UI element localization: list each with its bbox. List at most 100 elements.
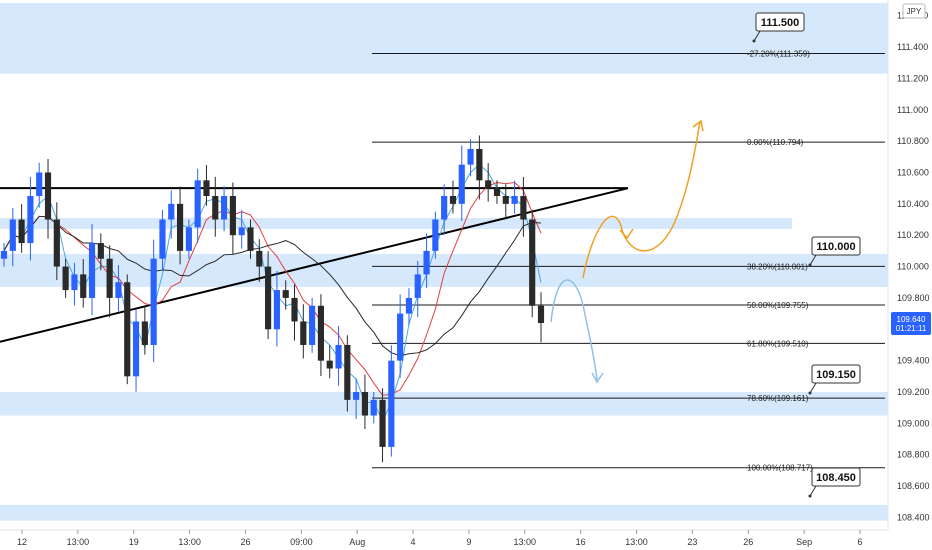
candle [62, 258, 69, 298]
candle-body [9, 219, 16, 251]
candle-body [203, 180, 210, 197]
candle [441, 184, 448, 235]
time-tick-label: 09:00 [290, 537, 313, 547]
candle [185, 219, 192, 259]
price-tick-label: 110.600 [897, 167, 929, 177]
price-tick-label: 110.800 [897, 136, 929, 146]
candle [229, 182, 236, 255]
fib-level-label: 61.80%(109.510) [747, 339, 809, 348]
fib-level-label: 78.60%(109.161) [747, 394, 809, 403]
time-tick-label: Sep [796, 537, 812, 547]
candle-body [529, 219, 536, 306]
candle-body [485, 180, 492, 189]
candle-body [353, 392, 360, 400]
candle-body [335, 344, 342, 369]
callout-label: 110.000 [816, 241, 855, 253]
candle-body [326, 360, 333, 369]
callout-box [811, 236, 861, 256]
candle-body [282, 290, 289, 298]
candle-body [44, 172, 52, 220]
candle-body [370, 399, 377, 416]
support-resistance-zone [0, 3, 888, 74]
candle [265, 251, 272, 340]
candle [423, 233, 430, 288]
time-tick-label: 16 [576, 537, 586, 547]
candle [159, 209, 166, 271]
candle [256, 239, 263, 282]
candle [203, 164, 210, 206]
candle [397, 294, 404, 378]
candle-body [265, 266, 272, 330]
candles[interactable] [0, 135, 545, 463]
callout-label: 111.500 [761, 17, 800, 29]
callout-pointer [809, 254, 817, 266]
time-tick-label: 13:00 [625, 537, 648, 547]
callout-anchor [808, 391, 812, 395]
currency-badge[interactable] [902, 3, 926, 19]
current-price-tag [891, 312, 931, 335]
candle [493, 180, 501, 204]
price-callout: 111.500 [752, 12, 805, 43]
price-tick-label: 110.200 [897, 230, 929, 240]
candle [361, 374, 369, 430]
fib-level-label: 38.20%(110.001) [747, 262, 808, 271]
currency-label: JPY [907, 7, 922, 16]
price-tick-label: 111.400 [897, 42, 928, 52]
callout-pointer [753, 30, 761, 42]
callout-anchor [808, 494, 812, 498]
candle-body [27, 196, 34, 244]
candle [115, 265, 122, 312]
candle [529, 209, 536, 318]
candle-body [300, 321, 307, 345]
candle-body [229, 196, 236, 236]
candle-body [291, 297, 298, 322]
candle [9, 207, 16, 267]
candle-body [0, 250, 8, 259]
candle-body [88, 243, 96, 298]
candle-body [238, 227, 245, 236]
candle [106, 245, 113, 318]
candle-body [53, 219, 60, 267]
price-callouts: 111.500 110.000 109.150 108.450 [752, 12, 861, 498]
current-price: 109.640 [897, 315, 926, 324]
candle-body [361, 392, 369, 416]
candle [44, 159, 52, 239]
candle-body [62, 266, 69, 291]
candle-body [36, 172, 43, 197]
time-axis[interactable]: 12 13:00 19 13:00 26 09:00 Aug 4 9 13:00 16 13:00 23… [17, 530, 863, 547]
time-tick-label: Aug [349, 537, 365, 547]
candle-body [176, 203, 184, 251]
countdown-timer: 01:21:11 [896, 324, 927, 333]
candle [88, 223, 96, 316]
candle-body [132, 321, 140, 377]
candle-body [467, 148, 474, 165]
candle-body [432, 219, 439, 251]
price-tick-label: 111.000 [897, 105, 928, 115]
candle-body [405, 297, 413, 314]
price-tick-label: 109.800 [897, 293, 930, 303]
candle-body [502, 196, 509, 204]
candle [300, 304, 307, 359]
price-callout: 108.450 [808, 467, 861, 498]
callout-pointer [809, 485, 817, 497]
candle-body [520, 196, 527, 220]
candle [212, 176, 219, 237]
bullish-projection-path [582, 121, 701, 279]
bearish-arrow-head [591, 372, 604, 384]
candle-body [124, 282, 131, 377]
candle-body [256, 250, 263, 267]
candle-body [221, 196, 228, 220]
candle [36, 162, 43, 208]
time-tick-label: 13:00 [514, 537, 537, 547]
price-tick-label: 108.800 [897, 450, 930, 460]
candle-body [397, 313, 404, 361]
candle-body [18, 219, 25, 244]
candle [176, 186, 184, 265]
candle-body [388, 360, 395, 447]
fib-level-label: -27.20%(111.359) [747, 49, 810, 58]
candle [291, 284, 298, 341]
candle [97, 233, 104, 271]
candle-body [379, 399, 386, 447]
candle-body [168, 203, 175, 220]
